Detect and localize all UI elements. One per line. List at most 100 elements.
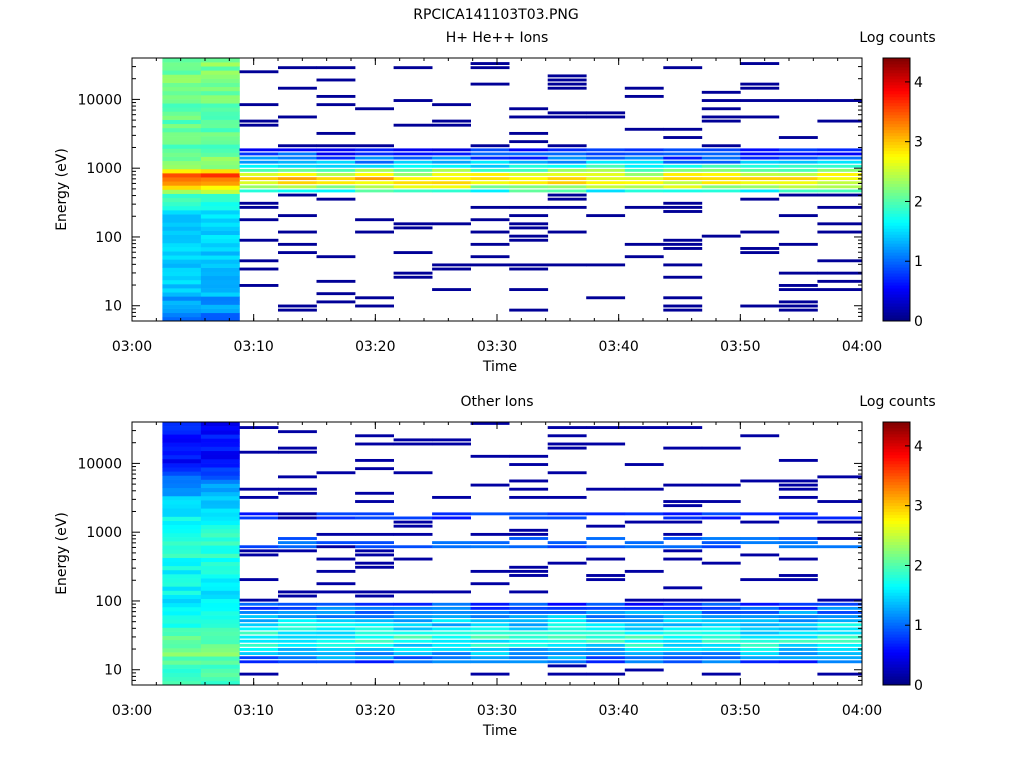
- colorbar-step: [883, 619, 910, 623]
- spectrogram-cell: [393, 660, 433, 664]
- spectrogram-cell: [509, 565, 549, 569]
- spectrogram-cell: [200, 271, 240, 277]
- colorbar-step: [883, 586, 910, 590]
- spectrogram-cell: [624, 652, 664, 656]
- spectrogram-cell: [740, 652, 780, 656]
- spectrogram-cell: [663, 557, 703, 561]
- colorbar-step: [883, 288, 910, 292]
- spectrogram-cell: [200, 144, 240, 149]
- spectrogram-cell: [740, 189, 780, 193]
- spectrogram-cell: [355, 545, 394, 549]
- spectrogram-cell: [162, 500, 202, 505]
- colorbar-step: [883, 258, 910, 262]
- spectrogram-cell: [778, 512, 818, 516]
- spectrogram-cell: [278, 168, 317, 172]
- spectrogram-cell: [393, 189, 433, 193]
- spectrogram-cell: [701, 185, 741, 189]
- spectrogram-cell: [278, 635, 317, 639]
- spectrogram-cell: [162, 255, 202, 260]
- spectrogram-cell: [817, 205, 863, 209]
- spectrogram-cell: [470, 189, 510, 193]
- spectrogram-cell: [586, 152, 626, 156]
- spectrogram-cell: [162, 127, 202, 133]
- spectrogram-cell: [470, 454, 510, 458]
- spectrogram-cell: [162, 279, 202, 285]
- spectrogram-cell: [162, 107, 202, 112]
- spectrogram-cell: [547, 193, 587, 197]
- spectrogram-cell: [278, 66, 317, 70]
- colorbar-step: [883, 508, 910, 513]
- spectrogram-cell: [393, 635, 433, 639]
- spectrogram-cell: [547, 263, 587, 267]
- spectrogram-cell: [162, 201, 202, 207]
- spectrogram-cell: [586, 173, 626, 176]
- spectrogram-cell: [355, 500, 394, 503]
- spectrogram-cell: [393, 181, 433, 185]
- spectrogram-cell: [509, 487, 549, 491]
- spectrogram-cell: [624, 602, 664, 606]
- spectrogram-cell: [624, 463, 664, 466]
- spectrogram-cell: [663, 586, 703, 590]
- spectrogram-cell: [200, 308, 240, 314]
- spectrogram-cell: [200, 652, 240, 657]
- spectrogram-cell: [239, 426, 279, 429]
- spectrogram-cell: [162, 680, 202, 686]
- spectrogram-cell: [162, 430, 202, 435]
- spectrogram-cell: [470, 532, 510, 536]
- spectrogram-cell: [663, 296, 703, 300]
- spectrogram-cell: [200, 152, 240, 157]
- spectrogram-cell: [200, 78, 240, 83]
- spectrogram-cell: [200, 520, 240, 526]
- spectrogram-cell: [162, 173, 202, 178]
- spectrogram-cell: [316, 173, 356, 176]
- spectrogram-cell: [624, 156, 664, 160]
- spectrogram-cell: [663, 602, 703, 606]
- spectrogram-cell: [701, 173, 741, 176]
- spectrogram-cell: [200, 66, 240, 71]
- spectrogram-cell: [624, 173, 664, 176]
- spectrogram-cell: [624, 668, 664, 672]
- spectrogram-cell: [239, 218, 279, 222]
- spectrogram-cell: [663, 426, 703, 429]
- colorbar-step: [883, 643, 910, 647]
- spectrogram-cell: [778, 152, 818, 156]
- spectrogram-cell: [393, 516, 433, 520]
- spectrogram-cell: [200, 532, 240, 538]
- spectrogram-cell: [162, 193, 202, 199]
- spectrogram-cell: [701, 615, 741, 619]
- spectrogram-cell: [200, 619, 240, 624]
- spectrogram-cell: [740, 578, 780, 582]
- spectrogram-cell: [200, 168, 240, 174]
- spectrogram-cell: [316, 66, 356, 70]
- spectrogram-cell: [663, 185, 703, 189]
- colorbar-step: [883, 189, 910, 193]
- spectrogram-cell: [162, 578, 202, 583]
- spectrogram-cell: [316, 611, 356, 614]
- spectrogram-cell: [701, 643, 741, 647]
- spectrogram-cell: [162, 242, 202, 248]
- x-tick-label: 03:10: [233, 703, 273, 719]
- spectrogram-cell: [509, 152, 549, 156]
- spectrogram-cell: [200, 664, 240, 669]
- colorbar-tick-label: 4: [914, 75, 923, 91]
- spectrogram-cell: [701, 611, 741, 614]
- spectrogram-cell: [547, 561, 587, 565]
- colorbar-step: [883, 246, 910, 250]
- colorbar-step: [883, 147, 910, 152]
- spectrogram-cell: [162, 508, 202, 513]
- spectrogram-cell: [239, 160, 279, 164]
- spectrogram-cell: [740, 631, 780, 635]
- spectrogram-cell: [162, 615, 202, 620]
- spectrogram-cell: [663, 520, 703, 524]
- spectrogram-cell: [239, 201, 279, 205]
- x-tick-label: 03:20: [355, 703, 395, 719]
- colorbar-step: [883, 63, 910, 68]
- spectrogram-cell: [817, 222, 863, 226]
- spectrogram-cell: [432, 148, 471, 152]
- colorbar-step: [883, 240, 910, 244]
- colorbar-tick-label: 0: [914, 678, 923, 694]
- spectrogram-cell: [509, 615, 549, 619]
- colorbar-step: [883, 225, 910, 229]
- spectrogram-cell: [393, 631, 433, 635]
- spectrogram-cell: [740, 602, 780, 606]
